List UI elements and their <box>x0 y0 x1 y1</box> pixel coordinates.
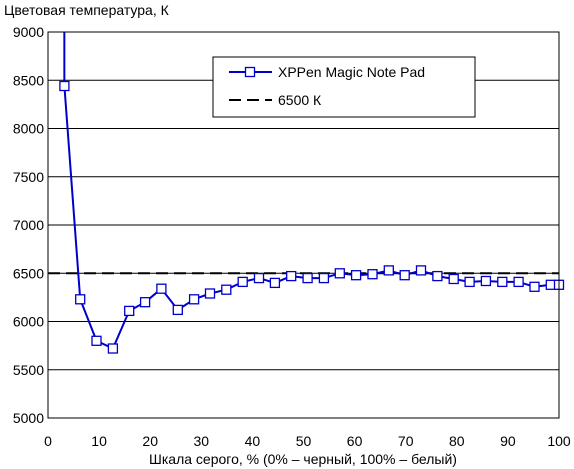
data-point <box>139 297 151 308</box>
x-tick-label: 0 <box>44 433 52 449</box>
data-point <box>91 335 102 346</box>
data-point <box>529 281 540 292</box>
data-point <box>253 272 265 284</box>
data-point <box>59 80 70 92</box>
data-point <box>383 265 394 276</box>
x-tick-label: 40 <box>245 433 261 449</box>
data-point <box>415 265 427 276</box>
legend-marker-xppen <box>244 66 256 78</box>
data-point <box>432 270 443 282</box>
y-tick-labels: 5000 5500 6000 6500 7000 7500 8000 8500 9000 <box>13 24 44 426</box>
series-line <box>63 85 559 350</box>
data-point <box>302 272 313 284</box>
data-point <box>318 272 330 284</box>
x-tick-label: 60 <box>347 433 363 449</box>
legend-label-xppen: XPPen Magic Note Pad <box>278 64 425 80</box>
data-point <box>399 270 410 281</box>
x-tick-label: 30 <box>194 433 210 449</box>
y-axis-label: Цветовая температура, К <box>4 2 170 18</box>
data-point <box>188 294 200 305</box>
legend: XPPen Magic Note Pad 6500 К <box>212 56 476 118</box>
data-point <box>464 276 475 288</box>
data-point <box>172 304 183 316</box>
data-point <box>75 294 86 305</box>
y-tick-label: 8000 <box>13 121 44 137</box>
data-point <box>480 275 492 287</box>
data-point <box>221 284 232 295</box>
y-tick-label: 8500 <box>13 72 44 88</box>
data-point <box>350 270 362 281</box>
data-point <box>448 273 459 285</box>
data-point <box>107 343 119 354</box>
x-tick-label: 50 <box>296 433 312 449</box>
data-point <box>269 277 281 289</box>
data-point <box>124 305 135 317</box>
y-tick-label: 5000 <box>13 410 44 426</box>
x-tick-label: 80 <box>449 433 465 449</box>
x-tick-labels: 0 10 20 30 40 50 60 70 80 90 100 <box>44 433 571 449</box>
legend-label-6500k: 6500 К <box>278 92 322 108</box>
data-point <box>286 270 297 282</box>
y-tick-label: 6000 <box>13 314 44 330</box>
data-point <box>513 276 524 288</box>
x-tick-label: 90 <box>500 433 516 449</box>
x-tick-label: 100 <box>547 433 571 449</box>
data-point <box>237 276 248 288</box>
series-xppen <box>59 32 565 354</box>
x-tick-label: 70 <box>398 433 414 449</box>
legend-box <box>212 56 476 118</box>
x-tick-label: 20 <box>142 433 158 449</box>
x-tick-label: 10 <box>91 433 107 449</box>
y-tick-label: 7000 <box>13 217 44 233</box>
data-point <box>156 283 167 294</box>
data-point <box>497 276 508 288</box>
y-tick-label: 7500 <box>13 169 44 185</box>
data-point <box>204 288 216 299</box>
y-tick-label: 6500 <box>13 265 44 281</box>
data-point <box>367 269 378 280</box>
y-tick-label: 9000 <box>13 24 44 40</box>
y-tick-label: 5500 <box>13 362 44 378</box>
plot-frame <box>47 31 560 419</box>
x-axis-label: Шкала серого, % (0% – черный, 100% – бел… <box>149 451 457 467</box>
data-point <box>334 268 345 279</box>
